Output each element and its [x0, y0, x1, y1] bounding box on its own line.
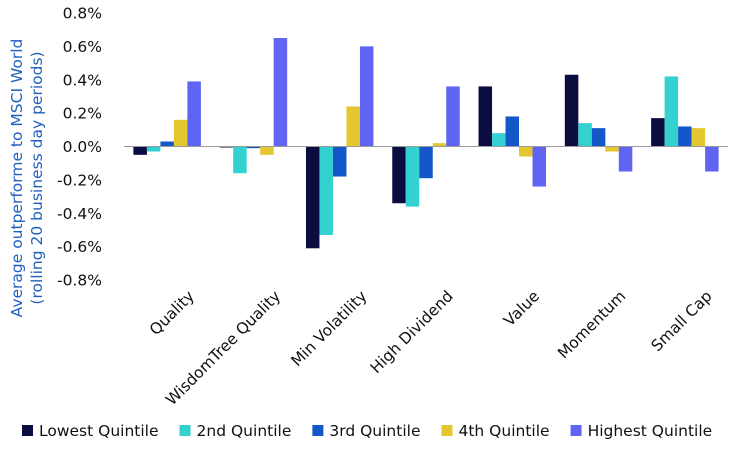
category-label: Min Volatility: [288, 287, 371, 370]
y-tick-label: 0.8%: [63, 5, 102, 23]
category-label: Small Cap: [648, 287, 716, 355]
bar-quality-highest-quintile: [187, 81, 201, 147]
bar-quality-4th-quintile: [173, 119, 188, 147]
bar-quality-3rd-quintile: [160, 141, 174, 147]
bar-quality-lowest-quintile: [133, 146, 147, 155]
bar-min-volatility-lowest-quintile: [305, 146, 320, 249]
category-label: Quality: [146, 287, 198, 339]
bar-small-cap-4th-quintile: [691, 128, 706, 147]
y-axis-title-line: (rolling 20 business day periods): [28, 51, 46, 304]
legend-swatch: [570, 425, 582, 436]
bar-high-dividend-highest-quintile: [446, 86, 460, 147]
bar-wisdomtree-quality-highest-quintile: [273, 38, 288, 147]
y-tick-label: 0.0%: [63, 138, 102, 156]
bar-wisdomtree-quality-4th-quintile: [260, 146, 274, 155]
y-axis-title-line: Average outperforme to MSCI World: [8, 39, 26, 318]
legend-label: 2nd Quintile: [197, 422, 292, 440]
y-axis-tick-labels: 0.8% 0.6% 0.4% 0.2% 0.0% -0.2% -0.4% -0.6% -0.8%: [57, 5, 102, 290]
category-label: Momentum: [554, 287, 629, 362]
bar-min-volatility-highest-quintile: [359, 46, 374, 147]
bar-min-volatility-4th-quintile: [346, 106, 360, 147]
legend-swatch: [441, 425, 453, 436]
category-label: High Dividend: [367, 287, 457, 377]
bar-value-2nd-quintile: [492, 133, 506, 147]
legend-label: Lowest Quintile: [39, 422, 159, 440]
bar-high-dividend-3rd-quintile: [419, 146, 433, 179]
legend-label: Highest Quintile: [588, 422, 713, 440]
bar-wisdomtree-quality-3rd-quintile: [246, 146, 261, 149]
bar-high-dividend-2nd-quintile: [405, 146, 420, 207]
y-tick-label: -0.6%: [57, 238, 102, 256]
bar-momentum-2nd-quintile: [578, 123, 592, 147]
legend: Lowest Quintile 2nd Quintile 3rd Quintile 4…: [22, 422, 712, 440]
bar-high-dividend-4th-quintile: [432, 143, 447, 147]
bar-small-cap-2nd-quintile: [664, 76, 679, 147]
category-label: Value: [500, 287, 543, 330]
bar-high-dividend-lowest-quintile: [392, 146, 406, 204]
y-tick-label: 0.2%: [63, 105, 102, 123]
bar-min-volatility-3rd-quintile: [332, 146, 347, 177]
y-tick-label: 0.4%: [63, 71, 102, 89]
bar-value-4th-quintile: [519, 146, 533, 157]
bar-momentum-3rd-quintile: [591, 128, 606, 147]
bar-small-cap-highest-quintile: [705, 146, 719, 172]
bar-value-lowest-quintile: [478, 86, 493, 147]
bar-small-cap-lowest-quintile: [651, 118, 665, 147]
legend-swatch: [179, 425, 191, 436]
legend-swatch: [312, 425, 324, 436]
bar-value-highest-quintile: [532, 146, 547, 187]
y-axis-title: Average outperforme to MSCI World (rollin…: [8, 39, 46, 318]
bar-value-3rd-quintile: [505, 116, 520, 147]
legend-label: 3rd Quintile: [329, 422, 420, 440]
legend-swatch: [22, 425, 33, 436]
bar-min-volatility-2nd-quintile: [319, 146, 333, 235]
bar-momentum-lowest-quintile: [564, 74, 579, 147]
bar-wisdomtree-quality-2nd-quintile: [233, 146, 247, 174]
y-tick-label: 0.6%: [63, 38, 102, 56]
bar-small-cap-3rd-quintile: [678, 126, 692, 147]
bar-quality-2nd-quintile: [146, 146, 161, 152]
y-tick-label: -0.4%: [57, 205, 102, 223]
y-tick-label: -0.8%: [57, 272, 102, 290]
bar-momentum-highest-quintile: [618, 146, 633, 172]
bars: [133, 38, 719, 249]
legend-label: 4th Quintile: [458, 422, 549, 440]
bar-momentum-4th-quintile: [605, 146, 619, 152]
y-tick-label: -0.2%: [57, 171, 102, 189]
